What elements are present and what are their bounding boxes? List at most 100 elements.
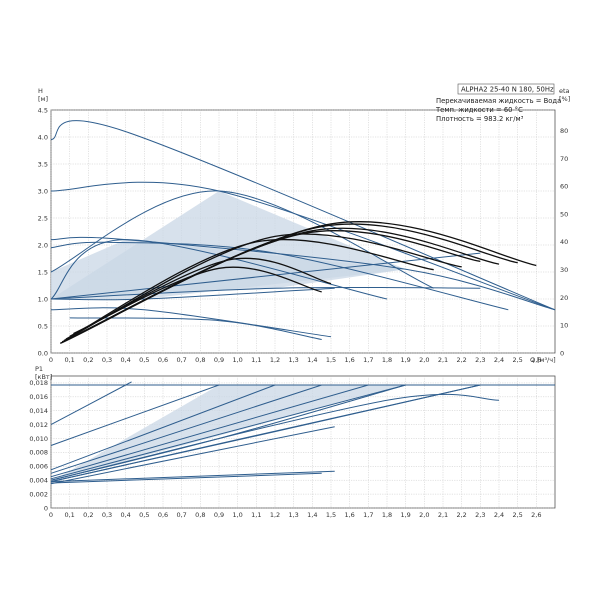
x-tick-label: 2,1 <box>438 511 448 519</box>
power-curve <box>50 393 500 481</box>
x-axis-unit-q: [м³/ч] <box>537 356 556 364</box>
x-tick-label: 1,7 <box>363 511 373 519</box>
head-curve <box>50 307 332 338</box>
power-curve <box>50 470 335 483</box>
y-tick-label: 4.5 <box>38 106 48 114</box>
y-axis-label-power: P1 <box>35 365 43 373</box>
x-tick-label: 0,5 <box>139 511 149 519</box>
y-tick-label: 3.0 <box>38 187 48 195</box>
y2-tick-label: 60 <box>560 183 568 191</box>
head-curve <box>69 317 322 340</box>
x-tick-label: 0 <box>49 356 53 364</box>
power-curve <box>50 384 322 474</box>
x-tick-label: 1,5 <box>326 356 336 364</box>
info-box-title: ALPHA2 25-40 N 180, 50Hz <box>461 86 554 94</box>
power-curve <box>50 381 132 426</box>
power-curve <box>50 472 322 484</box>
y-tick-label: 0,016 <box>29 393 48 401</box>
x-tick-label: 1,6 <box>344 356 354 364</box>
x-tick-label: 2,6 <box>531 356 541 364</box>
x-tick-label: 2,6 <box>531 511 541 519</box>
x-tick-label: 1,2 <box>270 511 280 519</box>
y-tick-label: 0,004 <box>29 477 48 485</box>
y-tick-label: 0 <box>44 504 48 512</box>
x-tick-label: 2,0 <box>419 356 429 364</box>
x-tick-label: 1,0 <box>232 356 242 364</box>
x-tick-label: 0,9 <box>214 356 224 364</box>
y2-axis-unit-eta: [%] <box>559 95 570 103</box>
x-tick-label: 0,6 <box>158 511 168 519</box>
y-tick-label: 0.0 <box>38 349 48 357</box>
x-tick-label: 0,4 <box>120 511 130 519</box>
y-tick-label: 0.5 <box>38 322 48 330</box>
head-tick-labels: 0 0,1 0,2 0,3 0,4 0,5 0,6 0,7 0,8 0,9 1,0 1,1 1,2 1,3… <box>38 106 569 364</box>
y-axis-label-head: H <box>38 87 43 95</box>
info-line-fluid: Перекачиваемая жидкость = Вода <box>436 97 561 105</box>
x-tick-label: 1,3 <box>288 356 298 364</box>
x-tick-label: 0,8 <box>195 356 205 364</box>
x-tick-label: 1,3 <box>288 511 298 519</box>
x-tick-label: 0,1 <box>64 356 74 364</box>
y-axis-unit-power: [кВт] <box>35 373 52 381</box>
x-tick-label: 1,2 <box>270 356 280 364</box>
head-curve <box>50 236 556 311</box>
power-curve <box>50 384 220 446</box>
x-tick-label: 2,5 <box>512 511 522 519</box>
x-tick-label: 1,1 <box>251 511 261 519</box>
x-tick-label: 2,1 <box>438 356 448 364</box>
x-tick-label: 2,3 <box>475 356 485 364</box>
x-tick-label: 2,4 <box>494 511 504 519</box>
y-tick-label: 0,002 <box>29 490 48 498</box>
x-tick-label: 2,2 <box>456 511 466 519</box>
x-tick-label: 1,7 <box>363 356 373 364</box>
y2-tick-label: 70 <box>560 155 568 163</box>
head-curve <box>50 239 388 300</box>
power-curve <box>50 384 276 471</box>
y2-tick-label: 50 <box>560 210 568 218</box>
y-tick-label: 2.0 <box>38 241 48 249</box>
y2-tick-label: 80 <box>560 127 568 135</box>
y-tick-label: 0,018 <box>29 379 48 387</box>
head-curve <box>50 286 481 300</box>
power-curves <box>50 381 555 485</box>
x-tick-label: 1,5 <box>326 511 336 519</box>
x-tick-label: 0,5 <box>139 356 149 364</box>
power-tick-labels: 0 0,1 0,2 0,3 0,4 0,5 0,6 0,7 0,8 0,9 1,0 1,1 1,2 1,3… <box>29 379 541 519</box>
y-tick-label: 0,010 <box>29 435 48 443</box>
x-tick-label: 1,8 <box>382 511 392 519</box>
x-tick-label: 0,3 <box>102 356 112 364</box>
y-tick-label: 1.5 <box>38 268 48 276</box>
x-tick-label: 1,6 <box>344 511 354 519</box>
head-curves <box>50 120 556 340</box>
head-curve <box>50 252 481 300</box>
x-tick-label: 1,9 <box>400 356 410 364</box>
efficiency-curve <box>65 238 434 340</box>
x-tick-label: 1,9 <box>400 511 410 519</box>
x-tick-label: 2,3 <box>475 511 485 519</box>
x-tick-label: 2,4 <box>494 356 504 364</box>
x-tick-label: 1,4 <box>307 511 317 519</box>
info-line-temperature: Темп. жидкости = 60 °C <box>435 106 523 114</box>
info-line-density: Плотность = 983.2 кг/м³ <box>436 115 524 123</box>
x-tick-label: 1,4 <box>307 356 317 364</box>
power-curve <box>50 426 335 485</box>
x-tick-label: 2,2 <box>456 356 466 364</box>
x-tick-label: 1,0 <box>232 511 242 519</box>
info-box-title-frame <box>457 83 555 95</box>
y-axis-unit-head: [м] <box>38 95 48 103</box>
head-curve <box>50 190 434 289</box>
x-tick-label: 1,1 <box>251 356 261 364</box>
y-tick-label: 0,012 <box>29 421 48 429</box>
x-tick-label: 0,2 <box>83 356 93 364</box>
y-tick-label: 2.5 <box>38 214 48 222</box>
x-tick-label: 0,2 <box>83 511 93 519</box>
x-tick-label: 0,6 <box>158 356 168 364</box>
x-tick-label: 0 <box>49 511 53 519</box>
x-tick-label: 0,7 <box>176 356 186 364</box>
operating-region <box>51 385 406 482</box>
power-curve <box>50 384 406 480</box>
x-tick-label: 0,3 <box>102 511 112 519</box>
x-tick-label: 0,7 <box>176 511 186 519</box>
y-tick-label: 3.5 <box>38 160 48 168</box>
